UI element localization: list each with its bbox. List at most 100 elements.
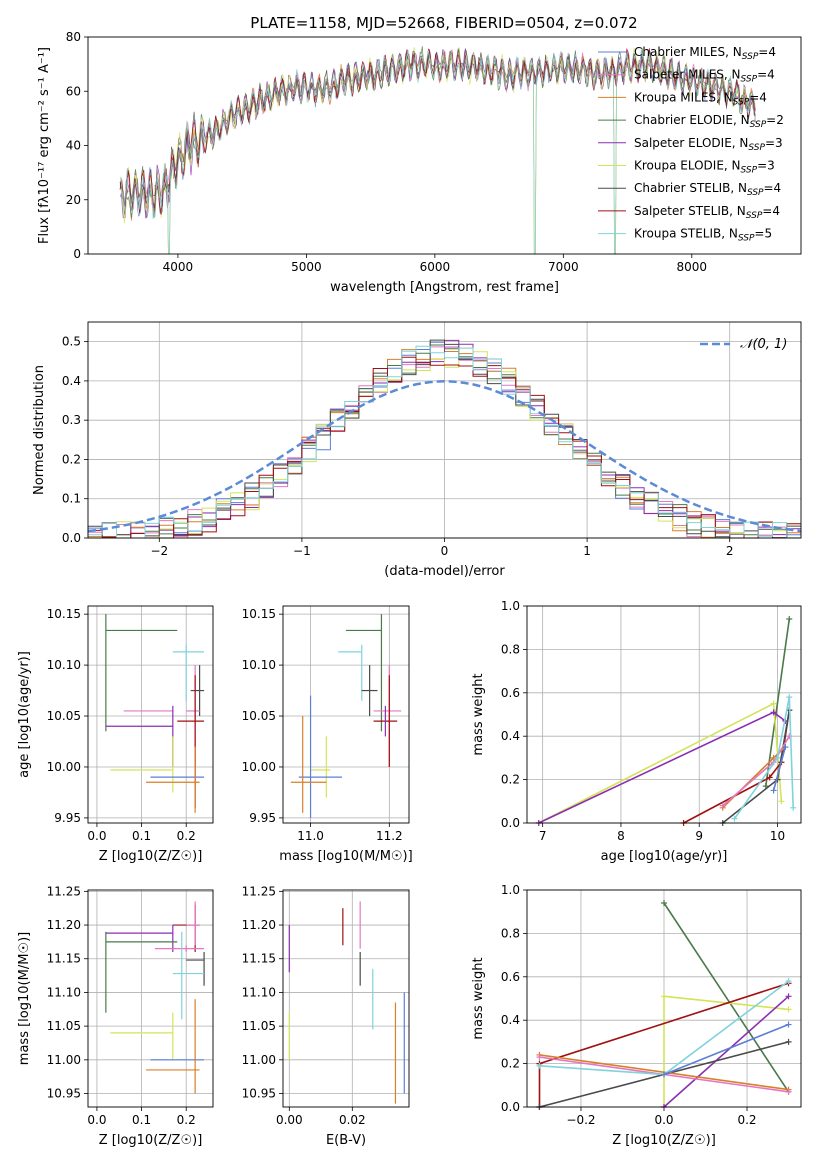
spectrum-series-line <box>119 49 756 255</box>
massweight-series-line <box>663 995 790 1108</box>
x-tick-label: 0.2 <box>177 1113 196 1127</box>
x-tick-label: 5000 <box>291 260 322 274</box>
y-axis-label: mass weight <box>471 957 486 1039</box>
x-tick-label: 8000 <box>677 260 708 274</box>
series-point <box>719 802 726 809</box>
mass_vs_Z-axes: 0.0 0.1 0.2 10.95 11.00 11.05 11.10 11.15 11.20 1… <box>17 884 213 1148</box>
axes-frame <box>87 605 214 824</box>
y-tick-label: 11.10 <box>242 985 276 999</box>
mass_vs_ebv-axes: 0.00 0.02 10.95 11.00 11.05 11.10 11.15 11.20 11… <box>242 884 409 1148</box>
legend-entry: Kroupa MILES, NSSP=4 <box>634 90 767 107</box>
x-tick-label: 7 <box>539 829 547 843</box>
y-tick-label: 11.20 <box>242 918 276 932</box>
series-point <box>785 1006 792 1013</box>
x-tick-label: 9 <box>695 829 703 843</box>
normal-curve <box>87 380 802 533</box>
y-tick-label: 0.0 <box>62 531 81 545</box>
x-tick-label: 8 <box>617 829 625 843</box>
x-tick-label: 0.0 <box>654 1113 673 1127</box>
series-point <box>785 993 792 1000</box>
legend-entry: Salpeter STELIB, NSSP=4 <box>634 204 780 221</box>
x-axis-label: age [log10(age/yr)] <box>601 849 728 864</box>
series-point <box>774 754 781 761</box>
y-tick-label: 9.95 <box>249 811 276 825</box>
age_vs_Z-axes: 0.0 0.1 0.2 9.95 10.00 10.05 10.10 10.15 Z [log1… <box>17 606 213 864</box>
x-tick-label: 0.1 <box>132 1113 151 1127</box>
y-tick-label: 0.3 <box>62 413 81 427</box>
legend-entry: 𝒩(0, 1) <box>740 337 787 352</box>
y-tick-label: 80 <box>66 30 81 44</box>
x-tick-label: 0.1 <box>132 829 151 843</box>
y-tick-label: 40 <box>66 139 81 153</box>
y-tick-label: 10.15 <box>242 607 276 621</box>
x-tick-label: 2 <box>726 544 734 558</box>
y-tick-label: 0.4 <box>62 374 81 388</box>
x-tick-label: 0.0 <box>87 1113 106 1127</box>
legend-entry: Chabrier MILES, NSSP=4 <box>634 45 776 62</box>
x-tick-label: 0.2 <box>737 1113 756 1127</box>
y-tick-label: 11.25 <box>242 884 276 898</box>
y-tick-label: 0.0 <box>501 816 520 830</box>
x-tick-label: −1 <box>293 544 311 558</box>
x-tick-label: 0.00 <box>276 1113 303 1127</box>
x-tick-label: 0.0 <box>87 829 106 843</box>
y-tick-label: 10.10 <box>242 658 276 672</box>
axes-frame <box>282 889 410 1108</box>
massweight-series-line <box>663 902 790 1093</box>
series-point <box>790 804 797 811</box>
x-axis-label: Z [log10(Z/Z☉)] <box>612 1133 716 1148</box>
y-tick-label: 11.20 <box>47 918 81 932</box>
spectrum-axes: 4000 5000 6000 7000 8000 0 20 40 60 80 wavelength … <box>37 30 784 295</box>
y-tick-label: 0.1 <box>62 492 81 506</box>
series-point <box>785 1038 792 1045</box>
x-axis-label: wavelength [Angstrom, rest frame] <box>330 280 559 295</box>
y-tick-label: 0.2 <box>501 773 520 787</box>
y-tick-label: 10.15 <box>47 607 81 621</box>
series-point <box>536 1054 543 1061</box>
y-tick-label: 11.05 <box>242 1019 276 1033</box>
x-axis-label: E(B-V) <box>326 1133 366 1148</box>
series-point <box>536 1062 543 1069</box>
y-tick-label: 10.10 <box>47 658 81 672</box>
y-axis-label: mass [log10(M/M☉)] <box>17 932 32 1065</box>
x-tick-label: 7000 <box>548 260 579 274</box>
y-tick-label: 11.00 <box>47 1053 81 1067</box>
series-point <box>785 1021 792 1028</box>
axes-frame <box>526 605 802 824</box>
legend-entry: Salpeter ELODIE, NSSP=3 <box>634 136 783 153</box>
y-tick-label: 0.2 <box>62 452 81 466</box>
y-tick-label: 10.00 <box>242 760 276 774</box>
spectrum-series-line <box>119 48 756 219</box>
x-tick-label: 11.0 <box>297 829 324 843</box>
axes-frame <box>87 36 802 255</box>
y-tick-label: 11.10 <box>47 985 81 999</box>
series-point <box>785 1088 792 1095</box>
histogram-series <box>87 356 801 539</box>
massweight-series-line <box>538 711 786 824</box>
y-tick-label: 0.4 <box>501 1013 520 1027</box>
legend-entry: Chabrier ELODIE, NSSP=2 <box>634 113 784 130</box>
massweight-series-line <box>733 696 794 820</box>
x-tick-label: 0.02 <box>339 1113 366 1127</box>
series-point <box>766 774 773 781</box>
y-tick-label: 60 <box>66 84 81 98</box>
massweight_vs_age-axes: 7 8 9 10 0.0 0.2 0.4 0.6 0.8 1.0 age [log10(age/yr… <box>471 599 801 864</box>
age_vs_mass-axes: 11.0 11.2 9.95 10.00 10.05 10.10 10.15 mass [lo… <box>242 606 413 864</box>
y-tick-label: 1.0 <box>501 883 520 897</box>
series-point <box>770 700 777 707</box>
axes-frame <box>87 889 214 1108</box>
series-point <box>778 798 785 805</box>
histogram-series <box>87 345 801 539</box>
x-axis-label: Z [log10(Z/Z☉)] <box>99 849 203 864</box>
residuals-axes: −2 −1 0 1 2 0.0 0.1 0.2 0.3 0.4 0.5 (data-model)/er… <box>32 322 802 579</box>
y-tick-label: 0.2 <box>501 1057 520 1071</box>
y-tick-label: 0.8 <box>501 926 520 940</box>
x-tick-label: 6000 <box>420 260 451 274</box>
y-tick-label: 11.25 <box>47 884 81 898</box>
y-tick-label: 1.0 <box>501 599 520 613</box>
y-tick-label: 20 <box>66 193 81 207</box>
legend-entry: Salpeter MILES, NSSP=4 <box>634 68 775 85</box>
x-axis-label: Z [log10(Z/Z☉)] <box>99 1133 203 1148</box>
y-tick-label: 0 <box>73 247 81 261</box>
